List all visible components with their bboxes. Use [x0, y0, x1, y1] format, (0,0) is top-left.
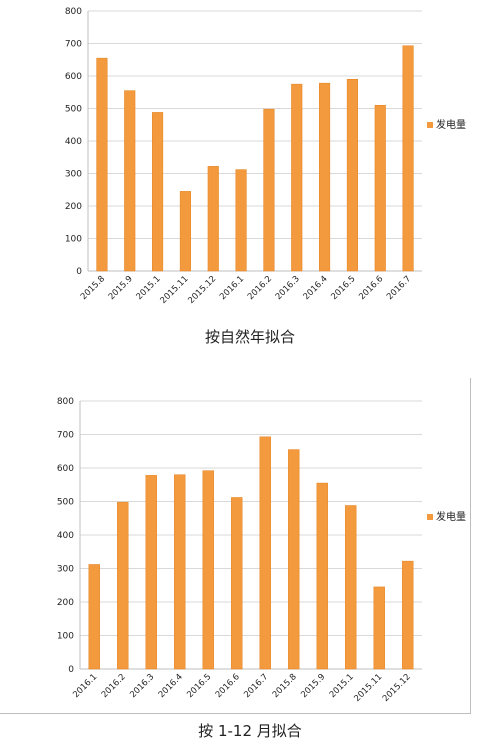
x-tick-label: 2016.7 [242, 672, 270, 700]
bar [179, 191, 191, 272]
chart-natural-year: 0 100 200 300 400 500 600 700 800 2015.8 2015.9 201… [65, 7, 466, 306]
bar [319, 82, 331, 272]
x-tick-label: 2016.3 [274, 274, 302, 302]
bar [402, 45, 414, 272]
y-tick-label: 600 [65, 72, 82, 82]
bar [124, 90, 136, 272]
bar [152, 112, 164, 272]
bar [145, 475, 157, 670]
x-tick-label: 2016.2 [100, 672, 128, 700]
bar [263, 108, 275, 272]
bar [316, 482, 328, 670]
x-tick-label: 2015.12 [186, 274, 218, 306]
y-tick-label: 100 [65, 235, 82, 245]
x-tick-label: 2016.5 [329, 274, 357, 302]
y-tick-label: 300 [65, 170, 82, 180]
legend-label: 发电量 [436, 118, 466, 131]
bar [402, 560, 414, 670]
bar [346, 79, 358, 272]
x-tick-label: 2015.9 [107, 274, 135, 302]
y-tick-label: 200 [57, 598, 74, 608]
y-tick-label: 800 [65, 7, 82, 17]
y-tick-label: 800 [57, 397, 74, 407]
x-tick-label: 2015.11 [159, 274, 191, 306]
legend-swatch [427, 514, 433, 520]
x-tick-label: 2016.2 [246, 274, 274, 302]
bar [259, 436, 271, 670]
chart-frame-bottom-border [0, 713, 471, 714]
x-tick-label: 2016.7 [385, 274, 413, 302]
y-tick-label: 300 [57, 565, 74, 575]
y-tick-label: 400 [65, 137, 82, 147]
bar [88, 564, 100, 670]
bar [373, 586, 385, 670]
y-tick-label: 700 [57, 431, 74, 441]
bar [374, 105, 386, 272]
bar [117, 501, 129, 670]
y-tick-label: 200 [65, 202, 82, 212]
y-tick-label: 600 [57, 464, 74, 474]
bar [231, 497, 243, 670]
x-tick-label: 2016.4 [157, 672, 185, 700]
x-tick-label: 2016.4 [302, 274, 330, 302]
legend-label: 发电量 [436, 510, 466, 523]
bar [96, 57, 108, 272]
y-tick-label: 100 [57, 632, 74, 642]
x-tick-label: 2015.1 [328, 672, 356, 700]
x-tick-label: 2015.12 [381, 672, 413, 704]
x-tick-label: 2016.6 [357, 274, 385, 302]
chart-frame-right-border [470, 378, 471, 714]
y-tick-label: 400 [57, 531, 74, 541]
x-tick-label: 2016.5 [185, 672, 213, 700]
bar [345, 505, 357, 670]
bar [235, 169, 247, 272]
legend-swatch [427, 122, 433, 128]
x-tick-label: 2016.3 [128, 672, 156, 700]
x-tick-label: 2015.11 [352, 672, 384, 704]
y-tick-label: 500 [57, 498, 74, 508]
x-tick-label: 2016.1 [218, 274, 246, 302]
x-tick-label: 2015.8 [79, 274, 107, 302]
y-tick-label: 700 [65, 40, 82, 50]
x-tick-label: 2015.9 [299, 672, 327, 700]
bar [202, 470, 214, 670]
caption-natural-year: 按自然年拟合 [204, 328, 295, 346]
bar [207, 166, 219, 272]
y-tick-label: 0 [76, 267, 82, 277]
x-tick-label: 2016.6 [214, 672, 242, 700]
x-tick-label: 2015.8 [271, 672, 299, 700]
y-tick-label: 0 [68, 665, 74, 675]
bar [174, 474, 186, 670]
y-tick-label: 500 [65, 105, 82, 115]
caption-month-order: 按 1-12 月拟合 [198, 722, 302, 740]
bar [288, 449, 300, 670]
bar [291, 83, 303, 272]
x-tick-label: 2016.1 [71, 672, 99, 700]
